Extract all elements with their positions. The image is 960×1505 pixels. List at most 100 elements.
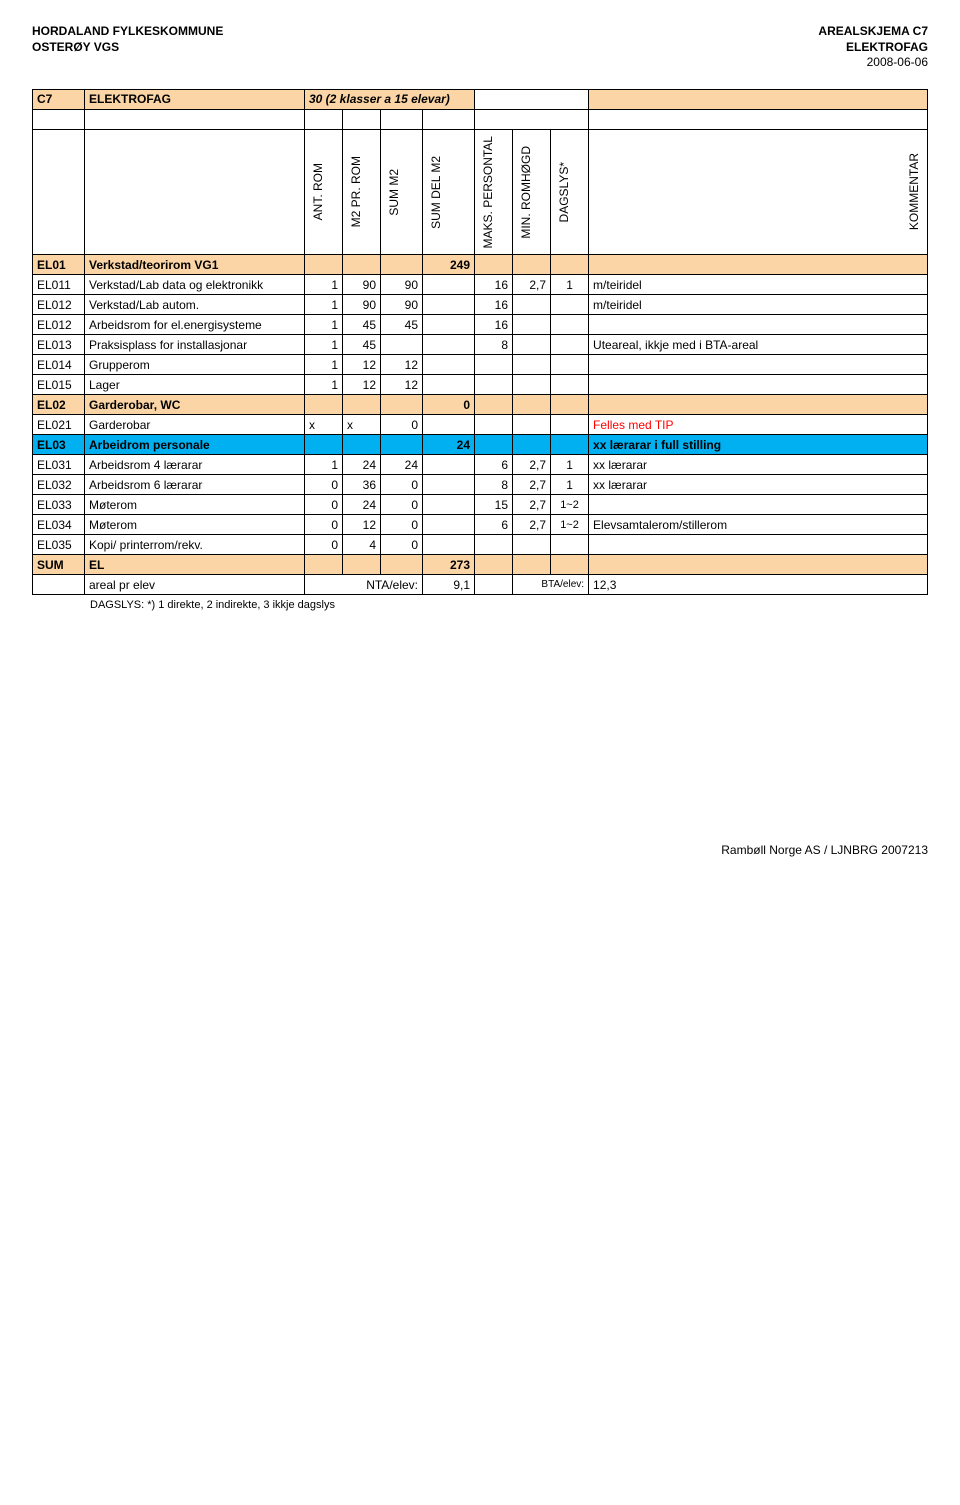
cell: NTA/elev:: [305, 575, 423, 595]
cell: Grupperom: [85, 355, 305, 375]
row-el011: EL011 Verkstad/Lab data og elektronikk 1…: [33, 275, 928, 295]
title-code: C7: [33, 89, 85, 109]
cell: 45: [343, 315, 381, 335]
cell: Felles med TIP: [589, 415, 928, 435]
cell: EL034: [33, 515, 85, 535]
row-el021: EL021 Garderobar x x 0 Felles med TIP: [33, 415, 928, 435]
col-summ2: SUM M2: [385, 165, 403, 220]
cell: EL032: [33, 475, 85, 495]
cell: 24: [423, 435, 475, 455]
form-date: 2008-06-06: [818, 55, 928, 71]
cell: 1: [305, 335, 343, 355]
col-ant: ANT. ROM: [309, 159, 327, 224]
row-el034: EL034 Møterom 0 12 0 6 2,7 1~2 Elevsamta…: [33, 515, 928, 535]
page-header: HORDALAND FYLKESKOMMUNE OSTERØY VGS AREA…: [32, 24, 928, 71]
cell: EL015: [33, 375, 85, 395]
cell: EL013: [33, 335, 85, 355]
cell: 6: [475, 515, 513, 535]
cell: Kopi/ printerrom/rekv.: [85, 535, 305, 555]
cell: 1: [551, 275, 589, 295]
cell: Møterom: [85, 515, 305, 535]
cell: Verkstad/teorirom VG1: [85, 255, 305, 275]
cell: Arbeidrom personale: [85, 435, 305, 455]
cell: 1: [551, 475, 589, 495]
cell: 12: [381, 355, 423, 375]
org-name: HORDALAND FYLKESKOMMUNE: [32, 24, 223, 40]
col-m2pr: M2 PR. ROM: [347, 152, 365, 231]
cell: 1: [305, 315, 343, 335]
cell: areal pr elev: [85, 575, 305, 595]
cell: Garderobar: [85, 415, 305, 435]
cell: 249: [423, 255, 475, 275]
cell: Praksisplass for installasjonar: [85, 335, 305, 355]
cell: 0: [305, 495, 343, 515]
cell: 0: [305, 475, 343, 495]
cell: x: [343, 415, 381, 435]
cell: EL035: [33, 535, 85, 555]
title-sub: 30 (2 klasser a 15 elevar): [305, 89, 475, 109]
row-el032: EL032 Arbeidsrom 6 lærarar 0 36 0 8 2,7 …: [33, 475, 928, 495]
cell: Uteareal, ikkje med i BTA-areal: [589, 335, 928, 355]
cell: 2,7: [513, 515, 551, 535]
cell: 1: [305, 295, 343, 315]
cell: 1~2: [551, 515, 589, 535]
cell: 1: [305, 455, 343, 475]
row-el015: EL015 Lager 1 12 12: [33, 375, 928, 395]
cell: 0: [423, 395, 475, 415]
cell: EL021: [33, 415, 85, 435]
cell: EL01: [33, 255, 85, 275]
cell: Lager: [85, 375, 305, 395]
cell: 24: [343, 455, 381, 475]
row-el014: EL014 Grupperom 1 12 12: [33, 355, 928, 375]
cell: EL033: [33, 495, 85, 515]
title-row: C7 ELEKTROFAG 30 (2 klasser a 15 elevar): [33, 89, 928, 109]
cell: 12: [381, 375, 423, 395]
page-footer: Rambøll Norge AS / LJNBRG 2007213: [0, 643, 960, 877]
col-komm: KOMMENTAR: [905, 149, 923, 234]
cell: 1: [305, 375, 343, 395]
title-label: ELEKTROFAG: [85, 89, 305, 109]
areal-table: C7 ELEKTROFAG 30 (2 klasser a 15 elevar)…: [32, 89, 928, 595]
cell: EL: [85, 555, 305, 575]
cell: 90: [343, 275, 381, 295]
form-code: C7: [913, 24, 928, 38]
form-subject: ELEKTROFAG: [818, 40, 928, 56]
cell: 2,7: [513, 455, 551, 475]
cell: 45: [381, 315, 423, 335]
column-headers: ANT. ROM M2 PR. ROM SUM M2 SUM DEL M2 MA…: [33, 129, 928, 254]
cell: 1~2: [551, 495, 589, 515]
cell: 0: [381, 415, 423, 435]
cell: 12,3: [589, 575, 928, 595]
col-minr: MIN. ROMHØGD: [517, 142, 535, 243]
cell: xx lærarar: [589, 455, 928, 475]
cell: 273: [423, 555, 475, 575]
row-el033: EL033 Møterom 0 24 0 15 2,7 1~2: [33, 495, 928, 515]
section-el01: EL01 Verkstad/teorirom VG1 249: [33, 255, 928, 275]
cell: 1: [305, 355, 343, 375]
cell: 16: [475, 315, 513, 335]
col-sumdel: SUM DEL M2: [427, 152, 445, 233]
school-name: OSTERØY VGS: [32, 40, 223, 56]
cell: 8: [475, 475, 513, 495]
areal-row: areal pr elev NTA/elev: 9,1 BTA/elev: 12…: [33, 575, 928, 595]
col-maks: MAKS. PERSONTAL: [479, 132, 497, 252]
cell: 90: [381, 275, 423, 295]
cell: SUM: [33, 555, 85, 575]
cell: 0: [381, 495, 423, 515]
sum-row: SUM EL 273: [33, 555, 928, 575]
cell: 0: [381, 515, 423, 535]
cell: 0: [305, 535, 343, 555]
cell: EL012: [33, 315, 85, 335]
cell: 9,1: [423, 575, 475, 595]
cell: Arbeidsrom 6 lærarar: [85, 475, 305, 495]
cell: Garderobar, WC: [85, 395, 305, 415]
cell: EL031: [33, 455, 85, 475]
cell: 6: [475, 455, 513, 475]
cell: 2,7: [513, 495, 551, 515]
cell: EL014: [33, 355, 85, 375]
cell: Arbeidsrom 4 lærarar: [85, 455, 305, 475]
cell: 24: [343, 495, 381, 515]
cell: 12: [343, 515, 381, 535]
cell: EL03: [33, 435, 85, 455]
cell: xx lærarar i full stilling: [589, 435, 928, 455]
